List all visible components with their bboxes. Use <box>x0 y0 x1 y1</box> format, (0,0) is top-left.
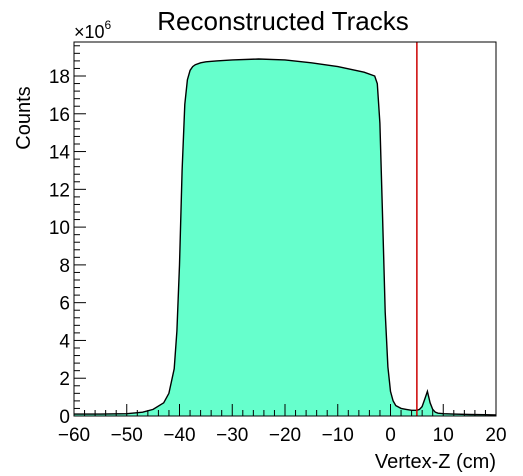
histogram-outline <box>74 58 497 416</box>
x-tick-label: −20 <box>269 425 301 446</box>
x-tick-label: −40 <box>163 425 195 446</box>
x-tick-label: 10 <box>433 425 454 446</box>
x-tick-label: −60 <box>58 425 90 446</box>
y-tick-label: 4 <box>59 331 70 352</box>
x-axis-label: Vertex-Z (cm) <box>375 451 496 473</box>
y-tick-label: 16 <box>49 105 70 126</box>
y-axis-label: Counts <box>13 86 35 149</box>
x-tick-label: −10 <box>322 425 354 446</box>
x-tick-label: −30 <box>216 425 248 446</box>
x-tick-label: 20 <box>485 425 506 446</box>
histogram-fill <box>74 59 496 416</box>
y-tick-label: 12 <box>49 180 70 201</box>
axes-ticks: −60 −50 −40 −30 −20 −10 0 10 20 0 2 4 6 8 10 12 14 16 18 <box>49 45 507 446</box>
y-axis-multiplier: ×106 <box>74 18 112 42</box>
chart-title: Reconstructed Tracks <box>157 6 408 36</box>
x-tick-label: −50 <box>111 425 143 446</box>
y-tick-label: 0 <box>59 407 70 428</box>
y-tick-label: 14 <box>49 143 71 164</box>
y-tick-label: 8 <box>59 256 70 277</box>
y-tick-label: 2 <box>59 369 70 390</box>
y-tick-label: 6 <box>59 294 70 315</box>
y-tick-label: 10 <box>49 218 70 239</box>
x-tick-label: 0 <box>385 425 396 446</box>
plot-area <box>74 42 497 416</box>
y-tick-label: 18 <box>49 67 70 88</box>
